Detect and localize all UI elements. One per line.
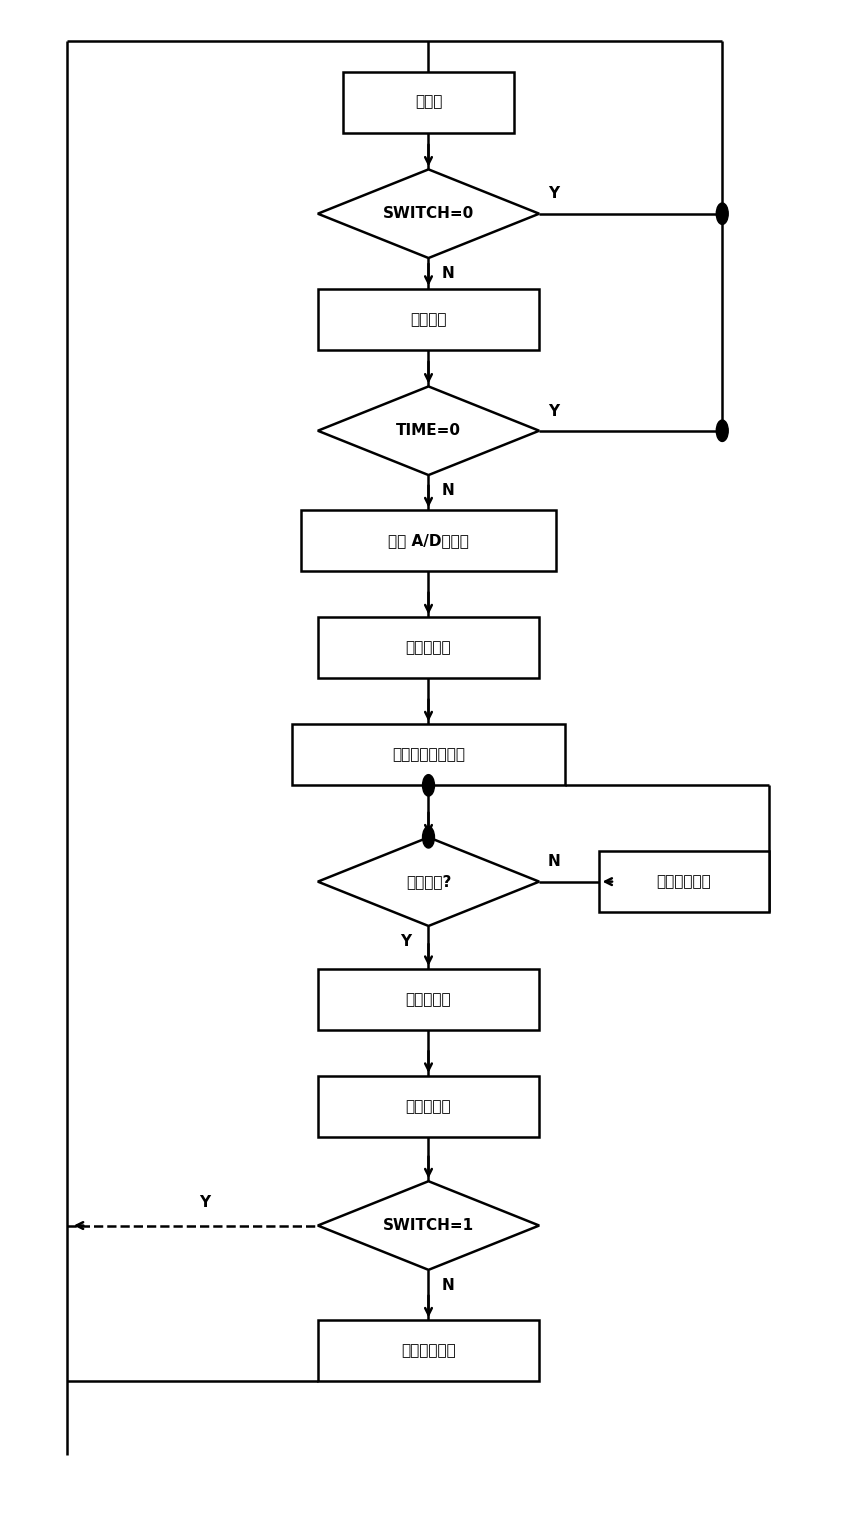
Bar — [292, 724, 565, 785]
Polygon shape — [318, 1181, 539, 1270]
Circle shape — [423, 827, 434, 848]
Text: N: N — [441, 265, 454, 281]
Polygon shape — [318, 838, 539, 927]
Polygon shape — [318, 169, 539, 258]
Text: Y: Y — [400, 934, 411, 948]
Text: N: N — [441, 1278, 454, 1293]
Circle shape — [716, 202, 728, 224]
Text: Y: Y — [548, 403, 559, 419]
Bar — [318, 617, 539, 678]
Text: Y: Y — [199, 1195, 210, 1210]
Text: SWITCH=0: SWITCH=0 — [383, 206, 474, 221]
Text: 关闭处理程序: 关闭处理程序 — [401, 1344, 456, 1359]
Bar — [301, 511, 556, 571]
Bar — [318, 1321, 539, 1382]
Text: 超限比较自动控制: 超限比较自动控制 — [392, 747, 465, 762]
Text: 查表子程序: 查表子程序 — [405, 640, 452, 655]
Text: N: N — [548, 854, 560, 870]
Polygon shape — [318, 387, 539, 476]
Bar — [599, 851, 769, 913]
Text: 调用 A/D转换程: 调用 A/D转换程 — [388, 534, 469, 548]
Bar — [318, 288, 539, 350]
Text: TIME=0: TIME=0 — [396, 423, 461, 439]
Bar — [318, 1075, 539, 1137]
Text: SWITCH=1: SWITCH=1 — [383, 1218, 474, 1233]
Circle shape — [716, 420, 728, 442]
Bar — [344, 72, 513, 133]
Text: 扫描显示: 扫描显示 — [411, 311, 446, 327]
Text: 键盘解释程序: 键盘解释程序 — [656, 874, 711, 890]
Text: 有按键吗?: 有按键吗? — [406, 874, 451, 890]
Text: Y: Y — [548, 187, 559, 201]
Text: 延时子程序: 延时子程序 — [405, 992, 452, 1006]
Text: N: N — [441, 483, 454, 497]
Text: 初始化: 初始化 — [415, 95, 442, 109]
Text: 显射子程序: 显射子程序 — [405, 1098, 452, 1114]
Bar — [318, 969, 539, 1029]
Circle shape — [423, 775, 434, 796]
